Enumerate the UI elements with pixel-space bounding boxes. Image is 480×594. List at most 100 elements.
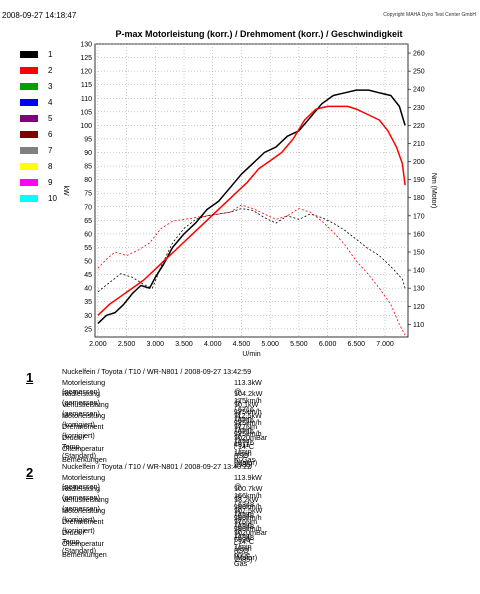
x-tick-label: 5.000: [261, 341, 279, 348]
legend-label: 3: [48, 82, 53, 91]
y-right-tick-label: 250: [413, 69, 425, 76]
y-right-axis-label: Nm (Motor): [430, 173, 437, 208]
chart-title: P-max Motorleistung (korr.) / Drehmoment…: [115, 29, 403, 39]
result-value: 113.3kW @ 175km/h / 6716 1/min: [234, 378, 262, 423]
copyright-note: Copyright MAHA Dyno Test Center GmbH: [383, 12, 476, 18]
y-left-tick-label: 110: [81, 96, 92, 103]
y-left-tick-label: 30: [84, 313, 92, 320]
result-label: Drehmoment (korrigiert): [62, 517, 104, 535]
run-number: 2: [26, 465, 34, 480]
result-label: Drehmoment (korrigiert): [62, 422, 104, 440]
y-left-tick-label: 50: [84, 259, 92, 266]
x-axis-label: U/min: [242, 351, 260, 358]
x-tick-label: 3.000: [147, 341, 165, 348]
series-torque-line-2: [97, 204, 406, 336]
result-value: –: [234, 539, 238, 548]
y-left-tick-label: 115: [81, 82, 92, 89]
result-label: Radleistung (gemessen): [62, 484, 100, 502]
legend-label: 7: [48, 146, 53, 155]
y-right-tick-label: 160: [413, 231, 425, 238]
legend-swatch: [20, 131, 38, 138]
result-label: Bemerkungen: [62, 455, 107, 464]
result-value: ohne Gas: [234, 550, 250, 568]
plot-frame: [94, 43, 409, 338]
y-left-axis-label: kW: [62, 185, 69, 196]
result-label: Verlustleistung (gemessen): [62, 400, 109, 418]
y-left-tick-label: 60: [84, 231, 92, 238]
y-left-tick-label: 65: [84, 218, 92, 225]
result-label: Verlustleistung (gemessen): [62, 495, 109, 513]
x-tick-label: 2.000: [89, 341, 107, 348]
legend-label: 8: [48, 162, 53, 171]
series-power-line-2: [97, 105, 406, 316]
y-right-tick-label: 230: [413, 105, 425, 112]
result-value: 13.2kW @ 166km/h / 6348 1/min: [234, 495, 262, 540]
y-right-tick-label: 140: [413, 268, 425, 275]
run-header: Nuckelfein / Toyota / T10 / WR-N801 / 20…: [62, 367, 252, 376]
y-right-tick-label: 190: [413, 177, 425, 184]
y-left-tick-label: 55: [84, 245, 92, 252]
x-tick-label: 2.500: [118, 341, 136, 348]
legend-label: 2: [48, 66, 53, 75]
y-left-tick-label: 85: [84, 164, 92, 171]
result-label: Radleistung (gemessen): [62, 389, 100, 407]
legend-label: 9: [48, 178, 53, 187]
result-value: 177Nm @ 4611 1/min (Motor): [234, 422, 258, 467]
legend-label: 5: [48, 114, 53, 123]
result-label: Öltemperatur: [62, 539, 104, 548]
result-value: 10.1kW @ 175km/h / 6716 1/min: [234, 400, 262, 445]
x-tick-label: 6.500: [348, 341, 366, 348]
y-right-tick-label: 240: [413, 87, 425, 94]
series-power-line-1: [97, 89, 406, 324]
report-date: 2008-09-27 14:18:47: [2, 11, 77, 20]
series-torque-line-1: [97, 208, 406, 293]
result-label: Motorleistung (gemessen): [62, 473, 106, 491]
legend-swatch: [20, 163, 38, 170]
result-label: Motorleistung (korrigiert): [62, 411, 106, 429]
x-tick-label: 7.000: [376, 341, 394, 348]
y-right-tick-label: 170: [413, 213, 425, 220]
result-value: 107.5kW @ 166km/h / 6348 1/min: [234, 506, 263, 551]
y-left-tick-label: 45: [84, 272, 92, 279]
dyno-chart: 2.000 2.500 3.000 3.500 4.000 4.500 5.000 5.500…: [62, 42, 437, 359]
legend-swatch: [20, 99, 38, 106]
legend-swatch: [20, 195, 38, 202]
y-left-tick-label: 120: [80, 69, 92, 76]
run-header: Nuckelfein / Toyota / T10 / WR-N801 / 20…: [62, 462, 252, 471]
x-tick-label: 4.000: [204, 341, 222, 348]
y-right-tick-label: 200: [413, 159, 425, 166]
legend-swatch: [20, 83, 38, 90]
legend-swatch: [20, 67, 38, 74]
legend-label: 4: [48, 98, 53, 107]
legend-swatch: [20, 115, 38, 122]
y-right-tick-label: 110: [413, 322, 424, 329]
legend-swatch: [20, 51, 38, 58]
result-value: 104.2kW @ 175km/h / 6716 1/min: [234, 389, 263, 434]
run-number: 1: [26, 370, 34, 385]
x-tick-label: 3.500: [175, 341, 193, 348]
result-label: Druck / Temp. (Standard): [62, 528, 96, 555]
result-label: Motorleistung (gemessen): [62, 378, 106, 396]
y-left-tick-label: 35: [84, 299, 92, 306]
y-left-tick-label: 130: [80, 42, 92, 49]
y-left-tick-label: 75: [84, 191, 92, 198]
x-tick-label: 4.500: [233, 341, 251, 348]
result-value: 100.7kW @ 166km/h / 6348 1/min: [234, 484, 263, 529]
y-right-tick-label: 220: [413, 123, 425, 130]
y-right-tick-label: 210: [413, 141, 425, 148]
result-value: 1020mBar / 14°C (ISO 1585): [234, 528, 268, 564]
y-left-tick-label: 105: [80, 109, 92, 116]
legend-swatch: [20, 147, 38, 154]
result-label: Motorleistung (korrigiert): [62, 506, 106, 524]
y-right-tick-label: 150: [413, 249, 425, 256]
y-left-tick-label: 90: [84, 150, 92, 157]
y-right-tick-label: 120: [413, 304, 425, 311]
result-value: 113.9kW @ 166km/h / 6348 1/min: [234, 473, 262, 518]
y-left-tick-label: 25: [84, 326, 92, 333]
x-tick-label: 6.000: [319, 341, 337, 348]
y-right-tick-label: 130: [413, 286, 425, 293]
y-left-tick-label: 100: [80, 123, 92, 130]
legend-label: 10: [48, 194, 57, 203]
result-label: Öltemperatur: [62, 444, 104, 453]
y-right-tick-label: 260: [413, 51, 425, 58]
